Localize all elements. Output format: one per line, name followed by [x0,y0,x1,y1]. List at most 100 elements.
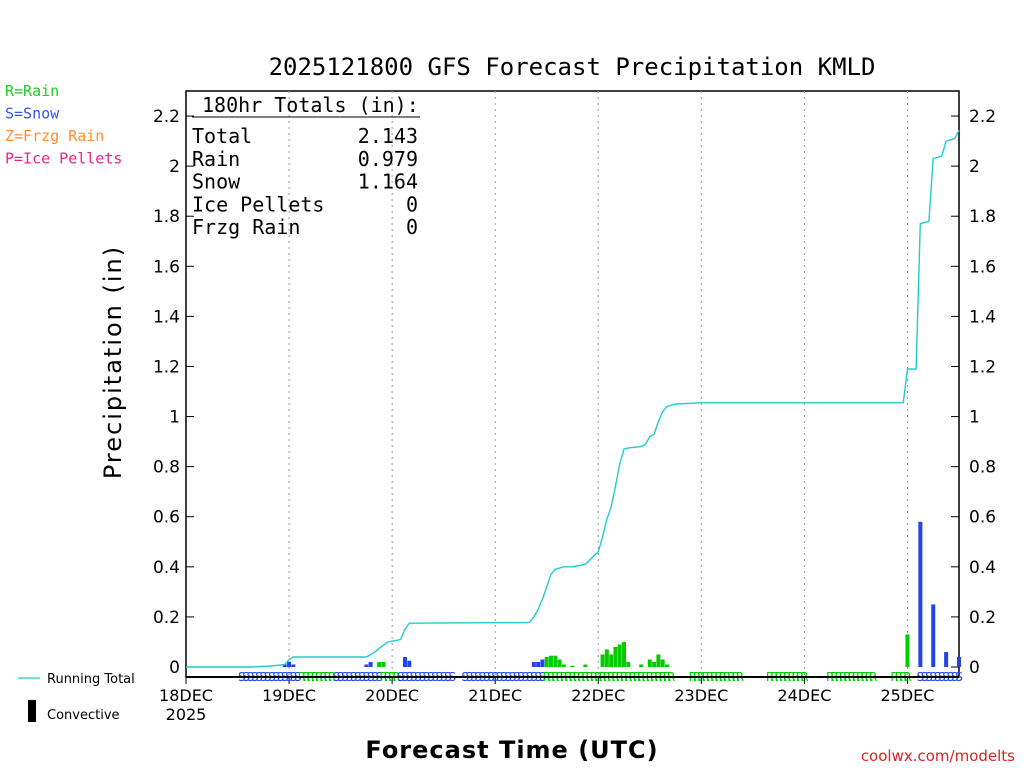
snow-bar [291,664,296,667]
y-tick-label-right: 2.2 [969,107,996,127]
snow-bar [531,661,536,667]
totals-label: Rain [192,147,240,171]
x-tick-label: 24DEC [777,686,831,705]
snow-bar [403,656,408,667]
plot-frame [185,90,960,678]
y-tick-label-left: 0.4 [153,558,180,578]
ptype-legend-item: R=Rain [5,82,59,100]
totals-label: Ice Pellets [192,192,324,216]
convective-legend: Convective [47,708,120,723]
y-tick-label-right: 1.8 [969,207,996,227]
vertical-gridlines [288,91,908,677]
rain-bar [381,661,386,667]
ptype-legend: R=Rain S=Snow Z=Frzg Rain P=Ice Pellets [5,82,122,168]
snow-bar [282,664,287,667]
y-tick-label-right: 0.2 [969,608,996,628]
ptype-legend-item: P=Ice Pellets [5,150,122,168]
totals-label: Total [192,124,252,148]
x-tick-sublabel: 2025 [166,705,207,724]
rain-bar [583,664,588,667]
y-tick-label-right: 0 [969,658,980,678]
y-axis-right: 0 0.2 0.4 0.6 0.8 1 1.2 1.4 1.6 1.8 2 2.2 [951,107,996,678]
rain-bar [656,654,661,667]
rain-bar [544,656,549,667]
rain-bar [652,661,657,667]
y-tick-label-right: 0.4 [969,558,996,578]
rain-bar [647,659,652,667]
y-axis-label: Precipitation (in) [99,245,127,479]
totals-header: 180hr Totals (in): [202,93,419,117]
rain-bar [905,634,910,667]
rain-bar [613,646,618,667]
snow-bar [368,661,373,667]
rain-bar [557,659,562,667]
x-tick-label: 20DEC [365,686,419,705]
snow-bar [364,664,369,667]
snow-bar [944,651,949,667]
y-tick-label-left: 1.8 [153,207,180,227]
snow-bar [287,661,292,667]
rain-bar [570,665,575,667]
credit-text: coolwx.com/modelts [861,747,1015,765]
y-tick-label-right: 0.8 [969,458,996,478]
rain-bar [617,644,622,667]
y-tick-label-left: 1 [169,408,180,428]
snow-bar [957,656,961,667]
y-tick-label-left: 2.2 [153,107,180,127]
y-tick-label-left: 1.6 [153,257,180,277]
y-tick-label-right: 1 [969,408,980,428]
totals-value: 1.164 [358,170,418,194]
y-tick-label-left: 1.2 [153,357,180,377]
snow-bar [407,660,412,667]
rain-bar [553,655,558,667]
totals-label: Frzg Rain [192,215,300,239]
snow-bar [536,661,541,667]
y-tick-label-right: 1.2 [969,357,996,377]
rain-bar [626,661,631,667]
x-tick-label: 23DEC [674,686,728,705]
snow-bar [931,604,936,667]
y-tick-label-left: 1.4 [153,307,180,327]
y-tick-label-left: 0 [169,658,180,678]
totals-value: 2.143 [358,124,418,148]
y-tick-label-right: 0.6 [969,508,996,528]
snow-bar [918,521,923,667]
y-axis-left: 0 0.2 0.4 0.6 0.8 1 1.2 1.4 1.6 1.8 2 2.2 [153,107,194,678]
y-tick-label-left: 0.2 [153,608,180,628]
running-total-legend: Running Total [47,672,135,687]
x-tick-label: 22DEC [571,686,625,705]
totals-value: 0 [406,215,418,239]
x-tick-label: 19DEC [262,686,316,705]
totals-value: 0.979 [358,147,418,171]
rain-bar [561,664,566,667]
totals-box: 180hr Totals (in): Total 2.143 Rain 0.979 Sno… [192,93,420,239]
x-tick-label: 18DEC [159,686,213,705]
rain-bar [549,655,554,667]
ptype-legend-item: S=Snow [5,105,60,123]
rain-bar [604,649,609,667]
rain-bar [609,654,614,667]
running-total-line [186,129,960,668]
rain-bar [639,664,644,667]
y-tick-label-right: 1.4 [969,307,996,327]
y-tick-label-left: 0.8 [153,458,180,478]
rain-bar [377,661,382,667]
convective-swatch [28,700,36,722]
rain-bar [622,641,627,667]
x-tick-label: 21DEC [468,686,522,705]
x-axis-label: Forecast Time (UTC) [365,736,658,764]
snow-bar [540,659,545,667]
y-tick-label-right: 1.6 [969,257,996,277]
x-tick-label: 25DEC [880,686,934,705]
rain-bar [600,654,605,667]
totals-label: Snow [192,170,241,194]
rain-bar [660,659,665,667]
chart-title: 2025121800 GFS Forecast Precipitation KM… [269,53,876,81]
rain-bar [664,664,669,667]
precip-bars [186,129,961,668]
y-tick-label-left: 0.6 [153,508,180,528]
y-tick-label-left: 2 [169,157,180,177]
y-tick-label-right: 2 [969,157,980,177]
